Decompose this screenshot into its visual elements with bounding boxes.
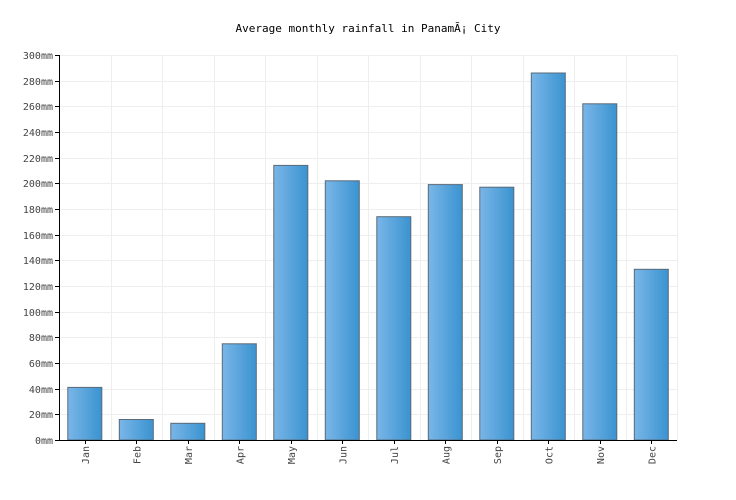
bar-aug [427, 184, 463, 441]
y-tick-label: 160mm [23, 231, 53, 242]
x-tick-label: Jun [338, 446, 349, 464]
x-tick-label: Nov [596, 446, 607, 464]
y-axis-ticks: 0mm 20mm 40mm 60mm 80mm 100mm 120mm 140mm 160mm 1… [23, 51, 59, 447]
bar-dec [633, 268, 669, 441]
y-tick-label: 220mm [23, 154, 53, 165]
y-tick-label: 140mm [23, 256, 53, 267]
x-tick-label: Apr [235, 446, 246, 464]
x-tick-label: Jul [390, 446, 401, 464]
bar-mar [170, 422, 206, 441]
bar-may [273, 164, 309, 441]
x-tick-label: Jan [81, 446, 92, 464]
bar-jun [324, 180, 360, 441]
x-axis-ticks: Jan Feb Mar Apr May Jun Jul Aug Sep Oct Nov Dec [81, 440, 658, 464]
y-tick-label: 40mm [29, 385, 53, 396]
y-tick-label: 300mm [23, 51, 53, 62]
bar-jan [67, 386, 103, 441]
x-tick-label: Feb [132, 446, 143, 464]
y-tick-label: 260mm [23, 102, 53, 113]
bars [67, 72, 669, 441]
y-tick-label: 180mm [23, 205, 53, 216]
bar-feb [118, 419, 154, 441]
bar-oct [530, 72, 566, 441]
y-tick-label: 60mm [29, 359, 53, 370]
x-tick-label: May [287, 446, 298, 464]
y-tick-label: 20mm [29, 410, 53, 421]
chart-title: Average monthly rainfall in PanamÃ¡ City [236, 22, 501, 35]
x-tick-label: Aug [441, 446, 452, 464]
x-tick-label: Mar [184, 446, 195, 464]
axes [59, 55, 677, 441]
y-tick-label: 200mm [23, 179, 53, 190]
y-tick-label: 0mm [35, 436, 53, 447]
x-tick-label: Oct [544, 446, 555, 464]
x-tick-label: Sep [493, 446, 504, 464]
gridlines [59, 55, 678, 440]
y-tick-label: 80mm [29, 333, 53, 344]
bar-nov [582, 103, 618, 441]
bar-jul [376, 216, 412, 441]
y-tick-label: 100mm [23, 308, 53, 319]
y-tick-label: 240mm [23, 128, 53, 139]
bar-sep [479, 186, 515, 441]
bar-apr [221, 343, 257, 441]
y-tick-label: 280mm [23, 77, 53, 88]
x-tick-label: Dec [647, 446, 658, 464]
y-tick-label: 120mm [23, 282, 53, 293]
